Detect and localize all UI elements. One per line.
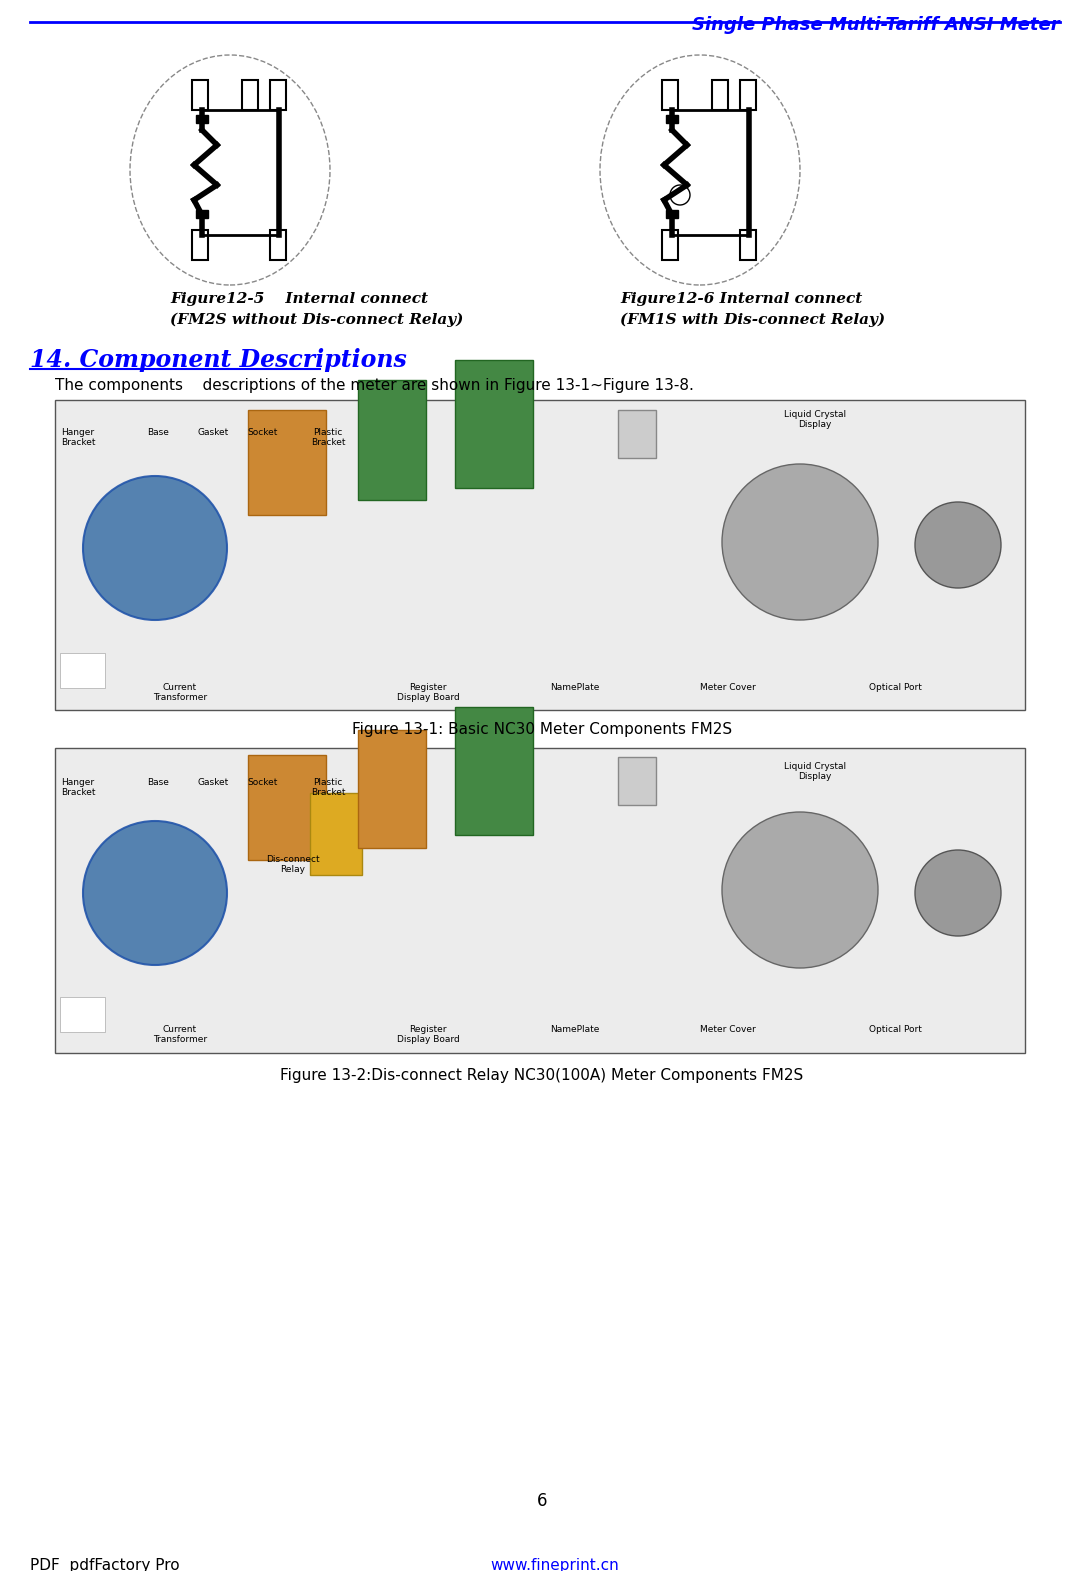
Bar [358,380,426,500]
Bar [248,410,326,515]
Text: Current
Transformer: Current Transformer [153,683,207,702]
Circle shape [915,503,1001,588]
Text: Hanger
Bracket: Hanger Bracket [61,427,95,448]
Text: Current
Transformer: Current Transformer [153,1024,207,1045]
Text: Dis-connect
Relay: Dis-connect Relay [267,855,320,875]
Bar [618,757,656,804]
Circle shape [722,812,878,968]
Text: Base: Base [147,778,169,787]
Bar [740,229,756,259]
Bar [242,80,258,110]
Bar [196,211,208,218]
Text: Plastic
Bracket: Plastic Bracket [311,427,345,448]
Text: Gasket: Gasket [197,778,229,787]
Circle shape [915,850,1001,936]
Text: (FM2S without Dis-connect Relay): (FM2S without Dis-connect Relay) [170,313,463,327]
Text: Socket: Socket [248,427,279,437]
Bar [270,229,286,259]
Bar [455,707,533,836]
Bar [55,401,1025,710]
Bar [662,80,678,110]
Bar [248,756,326,859]
Bar [192,80,208,110]
Bar [196,115,208,123]
Bar [358,731,426,848]
Text: The components    descriptions of the meter are shown in Figure 13-1~Figure 13-8: The components descriptions of the meter… [55,379,694,393]
Bar [310,793,362,875]
Text: Figure12-5    Internal connect: Figure12-5 Internal connect [170,292,428,306]
Circle shape [83,822,227,965]
Bar [55,748,1025,1053]
Bar [455,360,533,489]
Text: Gasket: Gasket [197,427,229,437]
Bar [192,229,208,259]
Text: PDF  pdfFactory Pro: PDF pdfFactory Pro [30,1558,180,1571]
Bar [270,80,286,110]
Text: Optical Port: Optical Port [868,683,921,691]
Bar [662,229,678,259]
Text: www.fineprint.cn: www.fineprint.cn [490,1558,619,1571]
Text: Meter Cover: Meter Cover [700,1024,756,1034]
Text: Socket: Socket [248,778,279,787]
Bar [60,654,105,688]
Text: Meter Cover: Meter Cover [700,683,756,691]
Text: Figure12-6 Internal connect: Figure12-6 Internal connect [620,292,862,306]
Text: Single Phase Multi-Tariff ANSI Meter: Single Phase Multi-Tariff ANSI Meter [693,16,1060,35]
Text: Liquid Crystal
Display: Liquid Crystal Display [784,762,847,781]
Bar [712,80,728,110]
Text: 14. Component Descriptions: 14. Component Descriptions [30,349,406,372]
Bar [666,211,678,218]
Text: Figure 13-2:Dis-connect Relay NC30(100A) Meter Components FM2S: Figure 13-2:Dis-connect Relay NC30(100A)… [281,1068,803,1082]
Bar [618,410,656,459]
Circle shape [83,476,227,621]
Bar [666,115,678,123]
Text: Figure 13-1: Basic NC30 Meter Components FM2S: Figure 13-1: Basic NC30 Meter Components… [352,723,732,737]
Text: Liquid Crystal
Display: Liquid Crystal Display [784,410,847,429]
Text: NamePlate: NamePlate [551,1024,599,1034]
Text: NamePlate: NamePlate [551,683,599,691]
Text: Register
Display Board: Register Display Board [397,683,460,702]
Text: Plastic
Bracket: Plastic Bracket [311,778,345,798]
Circle shape [722,463,878,621]
Text: Base: Base [147,427,169,437]
Text: Register
Display Board: Register Display Board [397,1024,460,1045]
Bar [740,80,756,110]
Text: (FM1S with Dis-connect Relay): (FM1S with Dis-connect Relay) [620,313,886,327]
Text: Optical Port: Optical Port [868,1024,921,1034]
Text: 6: 6 [537,1492,547,1510]
Text: Hanger
Bracket: Hanger Bracket [61,778,95,798]
Bar [60,998,105,1032]
